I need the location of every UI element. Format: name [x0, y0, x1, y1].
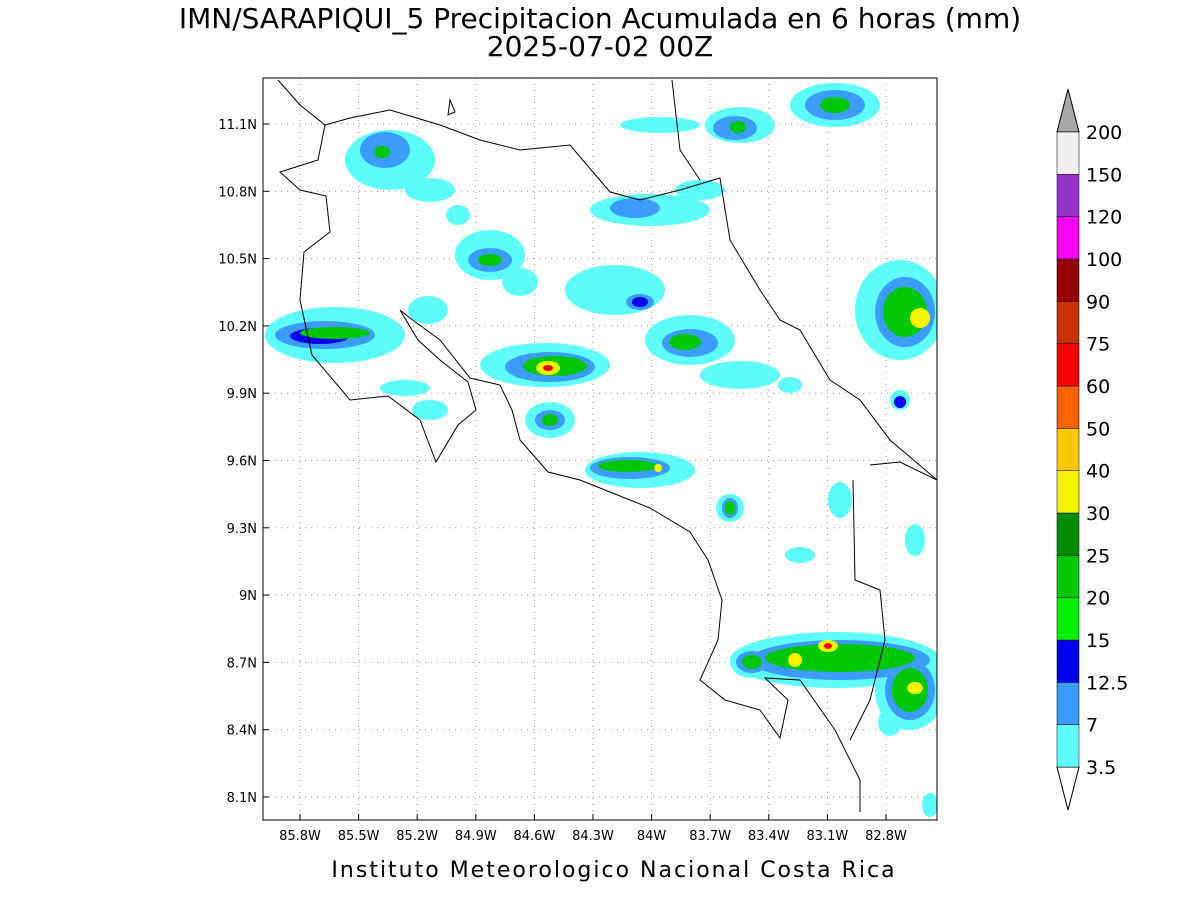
- lon-label: 83.1W: [806, 829, 848, 844]
- lat-label: 8.1N: [227, 791, 257, 806]
- colorbar-label: 25: [1086, 545, 1110, 567]
- colorbar-bin: [1056, 174, 1080, 217]
- colorbar-label: 60: [1086, 376, 1110, 398]
- lon-label: 83.7W: [689, 829, 731, 844]
- colorbar-over: [1056, 88, 1080, 133]
- lon-label: 85.2W: [396, 829, 438, 844]
- colorbar-bin: [1056, 682, 1080, 725]
- colorbar-bin: [1056, 385, 1080, 429]
- lat-label: 8.4N: [227, 724, 257, 739]
- colorbar-label: 50: [1086, 418, 1110, 440]
- lon-label: 85.8W: [279, 829, 321, 844]
- grid: [263, 78, 937, 820]
- lat-label: 9.9N: [227, 387, 257, 402]
- colorbar-label: 30: [1086, 503, 1110, 525]
- coastlines: [277, 79, 937, 812]
- colorbar-label: 12.5: [1086, 672, 1128, 694]
- colorbar-bin: [1056, 724, 1080, 768]
- colorbar-label: 15: [1086, 630, 1110, 652]
- footer: Instituto Meteorologico Nacional Costa R…: [331, 858, 896, 883]
- lon-label: 85.5W: [338, 829, 380, 844]
- lon-label: 84.6W: [513, 829, 555, 844]
- colorbar-label: 7: [1086, 715, 1098, 737]
- colorbar-label: 40: [1086, 461, 1110, 483]
- colorbar-label: 120: [1086, 207, 1122, 229]
- lat-label: 10.5N: [218, 253, 257, 268]
- colorbar-label: 3.5: [1086, 757, 1116, 779]
- colorbar-label: 200: [1086, 122, 1122, 144]
- colorbar: 3.5 7 12.5 15 20 25 30 40 50 60 75 90 100 120 150 200: [1056, 88, 1128, 811]
- colorbar-bin: [1056, 301, 1080, 344]
- lon-label: 83.4W: [748, 829, 790, 844]
- colorbar-bin: [1056, 131, 1080, 175]
- lon-label: 84.9W: [455, 829, 497, 844]
- lon-label: 82.8W: [865, 829, 907, 844]
- colorbar-bin: [1056, 512, 1080, 556]
- title: IMN/SARAPIQUI_5 Precipitacion Acumulada …: [179, 2, 1021, 35]
- lat-label: 10.2N: [218, 320, 257, 335]
- lat-label: 10.8N: [218, 185, 257, 200]
- colorbar-label: 75: [1086, 334, 1110, 356]
- colorbar-label: 20: [1086, 588, 1110, 610]
- map-frame: [262, 77, 938, 821]
- colorbar-bin: [1056, 343, 1080, 387]
- subtitle: 2025-07-02 00Z: [487, 30, 713, 63]
- lon-label: 84.3W: [572, 829, 614, 844]
- colorbar-label: 100: [1086, 249, 1122, 271]
- lat-label: 8.7N: [227, 656, 257, 671]
- colorbar-bin: [1056, 555, 1080, 598]
- precipitation: [265, 83, 937, 817]
- lat-label: 9N: [239, 589, 257, 604]
- colorbar-label: 90: [1086, 291, 1110, 313]
- colorbar-under: [1056, 766, 1080, 811]
- lon-label: 84W: [637, 829, 667, 844]
- colorbar-bin: [1056, 258, 1080, 302]
- colorbar-bin: [1056, 639, 1080, 683]
- colorbar-bin: [1056, 597, 1080, 641]
- lat-label: 9.3N: [227, 522, 257, 537]
- colorbar-label: 150: [1086, 164, 1122, 186]
- colorbar-bin: [1056, 470, 1080, 514]
- lat-label: 9.6N: [227, 455, 257, 470]
- lat-label: 11.1N: [218, 118, 257, 133]
- colorbar-bin: [1056, 428, 1080, 471]
- colorbar-bin: [1056, 216, 1080, 260]
